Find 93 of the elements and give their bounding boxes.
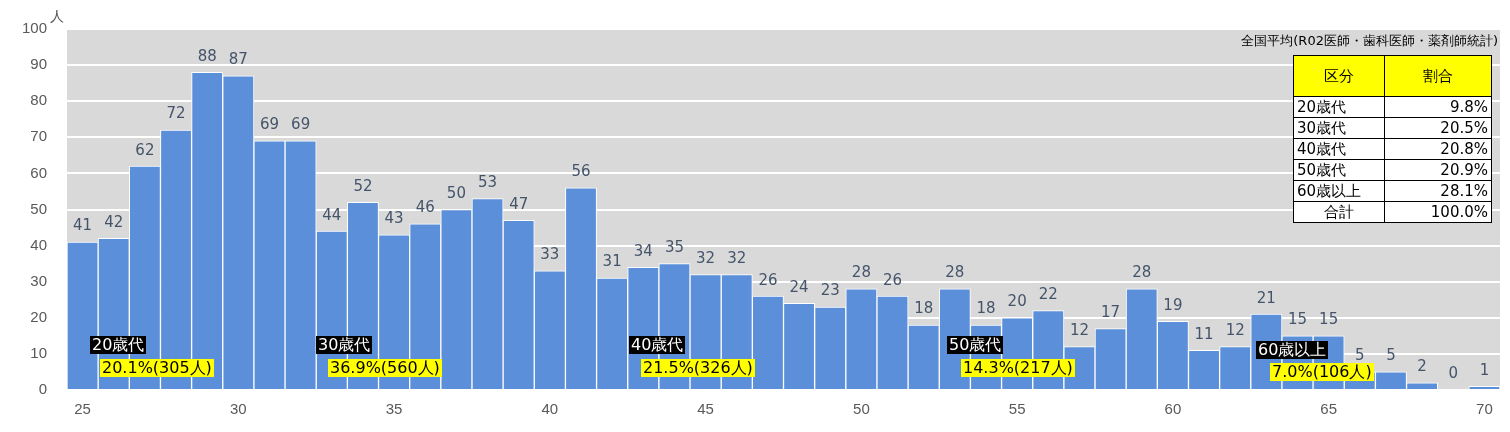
data-label: 32 [696,248,716,267]
annotation: 合計 [1293,201,1385,223]
y-tick-label: 80 [30,91,47,109]
data-label: 12 [1225,321,1245,340]
data-label: 18 [976,299,996,318]
data-label: 34 [633,241,653,260]
data-label: 33 [540,245,560,264]
data-label: 22 [1038,284,1058,303]
data-label: 26 [758,270,778,289]
annotation: 30歳代 [316,335,373,354]
annotation: 20歳代 [90,335,147,354]
y-tick-label: 90 [30,55,47,73]
data-label: 23 [820,281,840,300]
data-label: 17 [1101,303,1121,322]
x-tick-label: 70 [1476,400,1493,418]
data-label: 24 [789,277,809,296]
annotation: 全国平均(R02医師・歯科医師・薬剤師統計) [1241,32,1498,50]
annotation: 50歳代 [1293,159,1385,181]
annotation: 40歳代 [1293,138,1385,160]
data-label: 18 [914,299,934,318]
data-label: 35 [664,238,685,257]
data-label: 72 [166,104,186,123]
y-tick-label: 10 [30,344,47,362]
data-label: 32 [727,248,747,267]
data-label: 69 [259,115,280,134]
data-label: 15 [1319,310,1339,329]
data-label: 44 [322,205,342,224]
data-label: 31 [602,252,622,271]
data-label: 28 [1132,263,1152,282]
data-label: 56 [571,162,591,181]
data-label: 21 [1256,288,1276,307]
data-label: 41 [73,216,93,235]
x-tick-label: 35 [385,400,403,418]
annotation: 14.3%(217人) [961,358,1075,377]
y-tick-label: 40 [30,235,47,253]
x-tick-label: 30 [229,400,247,418]
data-label: 2 [1417,357,1427,376]
data-label: 20 [1007,292,1027,311]
data-label: 11 [1194,324,1214,343]
data-label: 26 [882,270,903,289]
y-tick-label: 30 [30,271,47,289]
data-label: 28 [945,263,965,282]
data-label: 0 [1448,364,1459,383]
y-tick-label: 20 [30,307,47,325]
data-label: 52 [353,176,373,195]
annotation: 36.9%(560人) [328,358,442,377]
y-axis-title: 人 [50,8,64,26]
data-label: 12 [1069,321,1089,340]
data-label: 62 [135,140,155,159]
data-label: 5 [1355,346,1365,365]
y-tick-label: 0 [38,380,47,398]
y-tick-label: 100 [21,19,47,37]
annotation: 9.8% [1384,96,1492,118]
annotation: 区分 [1293,55,1385,97]
data-label: 1 [1479,360,1490,379]
data-label: 15 [1287,310,1308,329]
annotation: 100.0% [1384,201,1492,223]
annotation: 30歳代 [1293,117,1385,139]
data-label: 69 [291,115,311,134]
data-label: 42 [104,212,124,231]
annotation: 7.0%(106人) [1270,362,1374,381]
x-tick-label: 25 [74,400,91,418]
data-label: 50 [446,183,466,202]
x-tick-label: 65 [1320,400,1338,418]
data-label: 28 [851,263,871,282]
data-label: 53 [478,173,498,192]
annotation: 50歳代 [947,335,1004,354]
data-label: 46 [415,198,435,217]
y-tick-label: 60 [30,163,47,181]
annotation: 20歳代 [1293,96,1385,118]
annotation: 20.9% [1384,159,1492,181]
y-tick-label: 70 [30,127,47,145]
x-tick-label: 55 [1008,400,1026,418]
annotation: 割合 [1384,55,1492,97]
annotation: 21.5%(326人) [641,358,755,377]
annotation: 60歳以上 [1293,180,1385,202]
annotation: 20.8% [1384,138,1492,160]
data-label: 47 [509,194,529,213]
x-tick-label: 45 [697,400,714,418]
y-tick-label: 50 [30,199,47,217]
x-tick-label: 60 [1164,400,1182,418]
annotation: 20.1%(305人) [100,358,214,377]
annotation: 20.5% [1384,117,1492,139]
annotation: 28.1% [1384,180,1492,202]
x-tick-label: 50 [853,400,870,418]
data-label: 87 [228,50,248,69]
data-label: 88 [197,46,217,65]
annotation: 60歳以上 [1256,340,1329,359]
data-label: 43 [384,209,404,228]
x-tick-label: 40 [541,400,559,418]
annotation: 40歳代 [629,335,686,354]
data-label: 5 [1386,346,1396,365]
data-label: 19 [1163,295,1183,314]
